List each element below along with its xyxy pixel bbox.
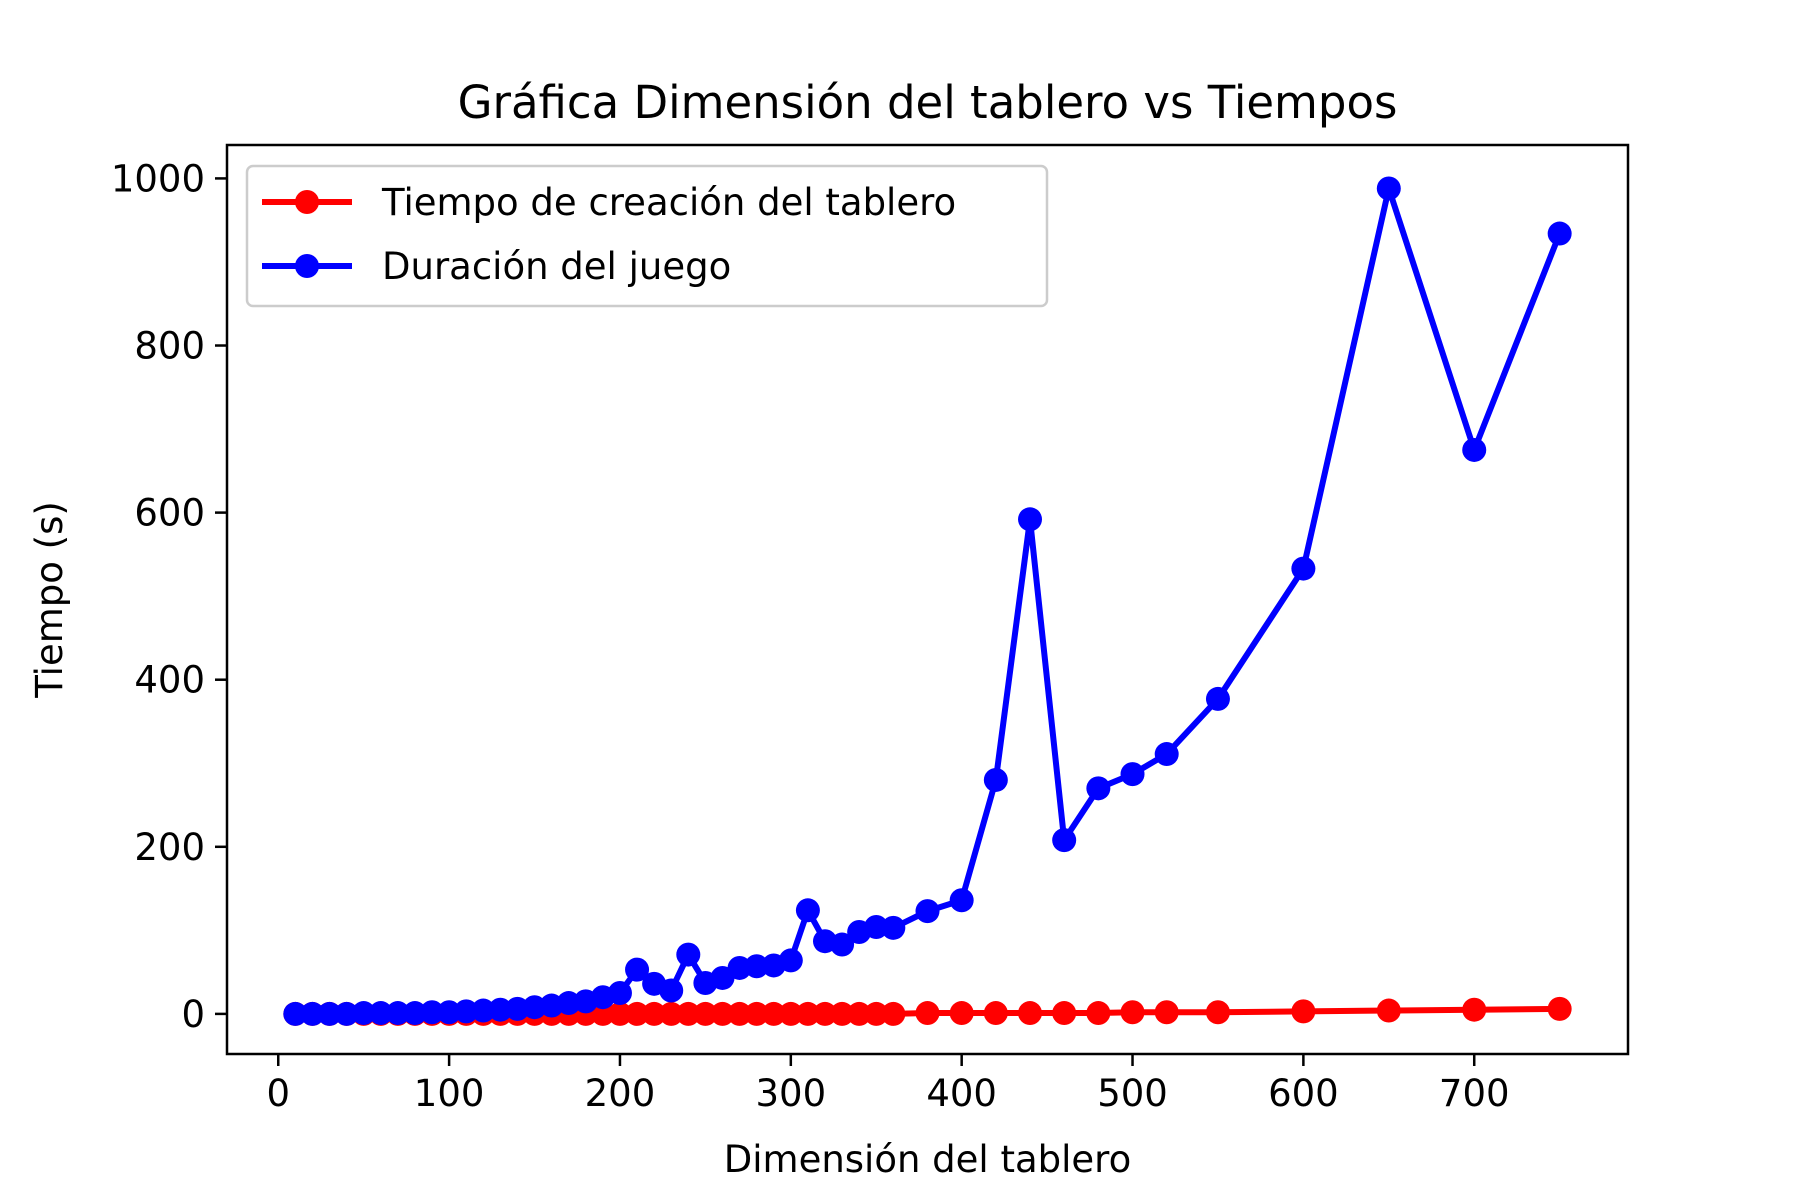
data-point (607, 1001, 632, 1026)
y-axis: 0 200 400 600 800 1000 (111, 157, 227, 1036)
y-axis-label: Tiempo (s) (28, 501, 71, 699)
data-point (1154, 1000, 1179, 1025)
data-point (830, 1001, 855, 1026)
data-point (881, 915, 906, 940)
y-tick-label: 400 (134, 659, 205, 702)
data-point (693, 1001, 718, 1026)
x-tick-label: 500 (1097, 1072, 1168, 1115)
data-point (402, 1001, 427, 1026)
data-point (1547, 221, 1572, 246)
data-point (625, 957, 650, 982)
data-point (676, 942, 701, 967)
legend-item: Duración del juego (262, 245, 731, 288)
data-point (1291, 999, 1316, 1024)
data-point (1052, 828, 1077, 853)
data-point (778, 948, 803, 973)
data-point (488, 997, 513, 1022)
data-point (625, 1001, 650, 1026)
data-point (795, 898, 820, 923)
data-point (1120, 1000, 1145, 1025)
x-tick-label: 100 (414, 1072, 485, 1115)
data-point (1462, 997, 1487, 1022)
data-point (1052, 1001, 1077, 1026)
y-tick-label: 800 (134, 325, 205, 368)
data-point (351, 1001, 376, 1026)
data-point (1205, 686, 1230, 711)
data-point (1120, 762, 1145, 787)
data-point (334, 1001, 359, 1026)
plot-frame (225, 143, 1630, 1056)
legend-item: Tiempo de creación del tablero (262, 181, 956, 224)
data-point (1376, 998, 1401, 1023)
data-point (949, 888, 974, 913)
legend: Tiempo de creación del tablero Duración d… (245, 164, 1049, 308)
legend-box (245, 164, 1049, 308)
y-tick-label: 600 (134, 492, 205, 535)
data-point (659, 1001, 684, 1026)
data-point (1018, 507, 1043, 532)
data-point (420, 1000, 445, 1025)
data-point (385, 1001, 410, 1026)
data-point (830, 932, 855, 957)
data-point (437, 1000, 462, 1025)
data-point (710, 1001, 735, 1026)
data-point (642, 1001, 667, 1026)
data-point (1462, 437, 1487, 462)
data-point (1205, 1000, 1230, 1025)
x-tick-label: 300 (756, 1072, 827, 1115)
data-point (881, 1001, 906, 1026)
data-point (607, 981, 632, 1006)
x-axis-label: Dimensión del tablero (724, 1138, 1131, 1181)
data-point (915, 899, 940, 924)
data-point (1086, 1001, 1111, 1026)
chart-title: Gráfica Dimensión del tablero vs Tiempos (458, 76, 1398, 129)
data-point (744, 1001, 769, 1026)
data-point (812, 1001, 837, 1026)
data-point (795, 1001, 820, 1026)
data-point (1547, 996, 1572, 1021)
data-point (1018, 1001, 1043, 1026)
data-point (1086, 776, 1111, 801)
data-point (283, 1001, 308, 1026)
y-tick-label: 0 (181, 993, 205, 1036)
data-point (983, 1001, 1008, 1026)
data-point (590, 1001, 615, 1026)
data-point (915, 1001, 940, 1026)
x-tick-label: 200 (585, 1072, 656, 1115)
data-point (864, 915, 889, 940)
x-axis: 0 100 200 300 400 500 600 700 (266, 1054, 1510, 1115)
plot-area (225, 143, 1630, 1056)
legend-marker (295, 254, 319, 278)
data-point (368, 1001, 393, 1026)
x-tick-label: 600 (1268, 1072, 1339, 1115)
x-tick-label: 400 (926, 1072, 997, 1115)
y-tick-label: 1000 (111, 157, 205, 200)
data-point (744, 954, 769, 979)
data-point (949, 1001, 974, 1026)
legend-marker (295, 190, 319, 214)
data-point (778, 1001, 803, 1026)
data-point (1154, 742, 1179, 767)
legend-label: Duración del juego (382, 245, 731, 288)
data-point (727, 1001, 752, 1026)
data-point (864, 1001, 889, 1026)
data-point (471, 998, 496, 1023)
data-point (300, 1001, 325, 1026)
data-point (983, 767, 1008, 792)
series-2 (283, 176, 1572, 1026)
data-point (1376, 176, 1401, 201)
data-point (847, 1001, 872, 1026)
data-point (761, 1001, 786, 1026)
data-point (317, 1001, 342, 1026)
data-point (454, 999, 479, 1024)
data-point (659, 978, 684, 1003)
data-point (676, 1001, 701, 1026)
data-point (1291, 556, 1316, 581)
y-tick-label: 200 (134, 826, 205, 869)
x-tick-label: 0 (266, 1072, 290, 1115)
legend-label: Tiempo de creación del tablero (381, 181, 956, 224)
x-tick-label: 700 (1439, 1072, 1510, 1115)
